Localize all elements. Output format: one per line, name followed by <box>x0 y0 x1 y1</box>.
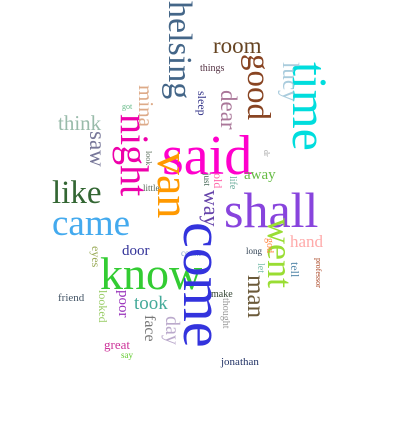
word-thought: thought <box>220 298 231 329</box>
word-came: came <box>52 203 131 244</box>
word-away: away <box>244 167 276 183</box>
word-jonathan: jonathan <box>221 356 259 368</box>
word-things: things <box>200 63 225 74</box>
word-tell: tell <box>288 262 302 278</box>
word-helsing: helsing <box>161 1 198 100</box>
word-long: long <box>246 246 263 256</box>
word-good: good <box>240 54 276 120</box>
word-day: day <box>161 316 183 345</box>
word-know: know <box>100 248 203 299</box>
word-dr: dr <box>262 150 271 157</box>
word-life: life <box>227 176 238 190</box>
word-think: think <box>58 111 102 135</box>
word-little: little <box>143 183 160 193</box>
word-friend: friend <box>58 292 85 304</box>
word-let: let <box>255 263 266 273</box>
word-great: great <box>104 337 130 352</box>
word-face: face <box>141 315 158 342</box>
word-god: god <box>264 238 275 253</box>
word-took: took <box>134 293 168 314</box>
word-look: look <box>144 151 153 166</box>
word-got: got <box>122 102 133 111</box>
word-hand: hand <box>290 232 324 251</box>
word-make: make <box>211 289 233 300</box>
word-room: room <box>213 33 262 58</box>
word-dear: dear <box>216 90 241 130</box>
word-say: say <box>121 350 133 360</box>
word-way: way <box>199 190 224 227</box>
word-eyes: eyes <box>89 246 103 268</box>
word-looked: looked <box>96 290 110 323</box>
word-like: like <box>52 175 102 211</box>
word-shall: shall <box>224 182 319 238</box>
word-saw: saw <box>85 131 110 167</box>
word-professor: professor <box>314 258 323 288</box>
word-poor: poor <box>115 290 131 318</box>
word-just: just <box>202 173 212 187</box>
word-sleep: sleep <box>195 91 209 116</box>
word-lucy: lucy <box>278 62 303 102</box>
word-mina: mina <box>134 85 158 127</box>
word-door: door <box>122 243 150 259</box>
word-man: man <box>242 275 269 319</box>
word-old: old <box>211 173 225 189</box>
word-count: count <box>181 248 201 258</box>
word-said: said <box>162 125 253 187</box>
